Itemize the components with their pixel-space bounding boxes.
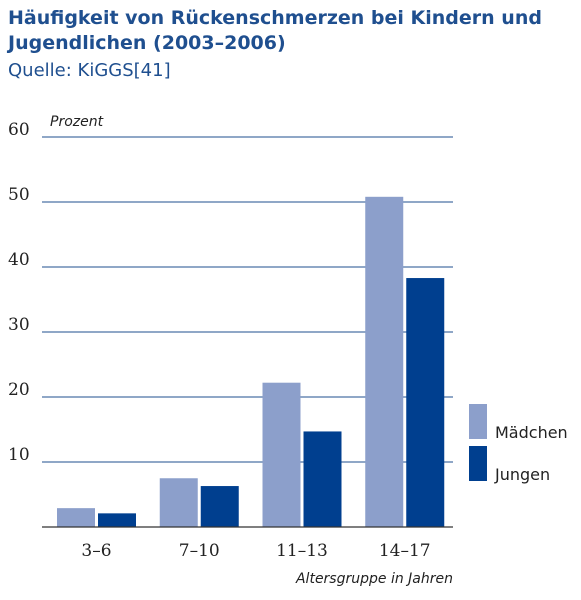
y-axis-label: Prozent (50, 114, 104, 130)
bar-jungen-0 (98, 513, 136, 527)
bar-maedchen-3 (365, 196, 404, 528)
x-tick-label: 3–6 (81, 541, 111, 561)
y-tick-label: 10 (8, 445, 30, 465)
bar-maedchen-1 (159, 478, 198, 527)
chart-source: Quelle: KiGGS[41] (8, 60, 171, 81)
bar-maedchen-2 (262, 382, 301, 527)
y-tick-label: 50 (8, 185, 30, 205)
y-tick-label: 60 (8, 120, 30, 140)
bars (57, 196, 445, 528)
x-tick-label: 7–10 (179, 541, 220, 561)
y-tick-labels: 10 20 30 40 50 60 (8, 120, 30, 465)
x-tick-label: 14–17 (379, 541, 431, 561)
x-tick-labels: 3–6 7–10 11–13 14–17 (81, 541, 430, 561)
y-tick-label: 20 (8, 380, 30, 400)
x-axis-label: Altersgruppe in Jahren (295, 571, 453, 587)
x-tick-label: 11–13 (276, 541, 328, 561)
legend-label-maedchen: Mädchen (495, 423, 568, 442)
chart-title: Häufigkeit von Rückenschmerzen bei Kinde… (8, 7, 542, 54)
bar-jungen-1 (200, 486, 239, 527)
legend-label-jungen: Jungen (494, 465, 550, 484)
y-tick-label: 40 (8, 250, 30, 270)
y-tick-label: 30 (8, 315, 30, 335)
bar-maedchen-0 (57, 508, 95, 527)
bar-jungen-3 (406, 278, 445, 527)
legend-swatch-maedchen (469, 404, 487, 439)
legend: Mädchen Jungen (469, 404, 568, 484)
legend-swatch-jungen (469, 446, 487, 481)
bar-jungen-2 (303, 431, 342, 527)
